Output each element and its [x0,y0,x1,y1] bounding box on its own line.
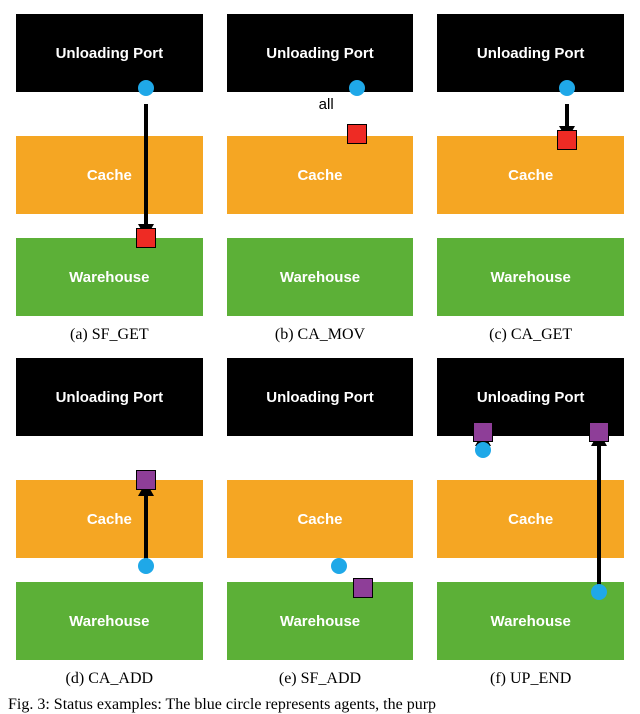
agent-marker [138,80,154,96]
port-block: Unloading Port [437,14,624,92]
package-marker [347,124,367,144]
panel-wrap-d: Unloading Port Cache Warehouse (d) CA_ADD [8,352,211,688]
panel-wrap-a: Unloading Port Cache Warehouse (a) SF_GET [8,8,211,344]
port-label: Unloading Port [266,45,374,62]
arrow [565,104,569,128]
cache-label: Cache [87,167,132,184]
port-block: Unloading Port [16,14,203,92]
panel-wrap-f: Unloading Port Cache Warehouse (f) UP_END [429,352,632,688]
annotation-text: all [319,96,334,113]
agent-marker [349,80,365,96]
package-marker [353,578,373,598]
panel-label-e: (e) SF_ADD [219,670,422,688]
warehouse-label: Warehouse [280,613,360,630]
panel-label-b: (b) CA_MOV [219,326,422,344]
cache-block: Cache [227,480,414,558]
panel-d: Unloading Port Cache Warehouse [8,352,211,672]
cache-label: Cache [508,167,553,184]
panel-a: Unloading Port Cache Warehouse [8,8,211,328]
package-marker [589,422,609,442]
agent-marker [331,558,347,574]
cache-block: Cache [16,480,203,558]
port-block: Unloading Port [16,358,203,436]
panel-label-c: (c) CA_GET [429,326,632,344]
panel-c: Unloading Port Cache Warehouse [429,8,632,328]
cache-label: Cache [508,511,553,528]
warehouse-block: Warehouse [227,582,414,660]
package-marker [136,228,156,248]
panel-wrap-b: Unloading Port Cache Warehouse all (b) CA_MO… [219,8,422,344]
warehouse-label: Warehouse [280,269,360,286]
cache-label: Cache [87,511,132,528]
port-block: Unloading Port [227,358,414,436]
arrow [597,444,601,592]
panel-e: Unloading Port Cache Warehouse [219,352,422,672]
cache-label: Cache [297,511,342,528]
arrow [144,104,148,226]
warehouse-block: Warehouse [437,238,624,316]
package-marker [473,422,493,442]
panel-b: Unloading Port Cache Warehouse all [219,8,422,328]
panel-wrap-e: Unloading Port Cache Warehouse (e) SF_ADD [219,352,422,688]
cache-block: Cache [16,136,203,214]
warehouse-block: Warehouse [16,238,203,316]
panel-label-f: (f) UP_END [429,670,632,688]
warehouse-label: Warehouse [491,269,571,286]
port-label: Unloading Port [477,389,585,406]
agent-marker [559,80,575,96]
warehouse-block: Warehouse [227,238,414,316]
port-label: Unloading Port [56,389,164,406]
cache-block: Cache [227,136,414,214]
port-block: Unloading Port [227,14,414,92]
warehouse-block: Warehouse [16,582,203,660]
figure-grid: Unloading PortCacheWarehouse(a) SF_GETUn… [0,0,640,690]
panel-wrap-c: Unloading Port Cache Warehouse (c) CA_GET [429,8,632,344]
cache-label: Cache [297,167,342,184]
package-marker [557,130,577,150]
panel-label-a: (a) SF_GET [8,326,211,344]
package-marker [136,470,156,490]
port-label: Unloading Port [477,45,585,62]
port-label: Unloading Port [266,389,374,406]
figure-caption: Fig. 3: Status examples: The blue circle… [0,690,640,714]
panel-f: Unloading Port Cache Warehouse [429,352,632,672]
warehouse-label: Warehouse [69,269,149,286]
warehouse-label: Warehouse [69,613,149,630]
cache-block: Cache [437,480,624,558]
arrow [144,494,148,566]
cache-block: Cache [437,136,624,214]
agent-marker [138,558,154,574]
port-label: Unloading Port [56,45,164,62]
warehouse-label: Warehouse [491,613,571,630]
panel-label-d: (d) CA_ADD [8,670,211,688]
agent-marker [475,442,491,458]
